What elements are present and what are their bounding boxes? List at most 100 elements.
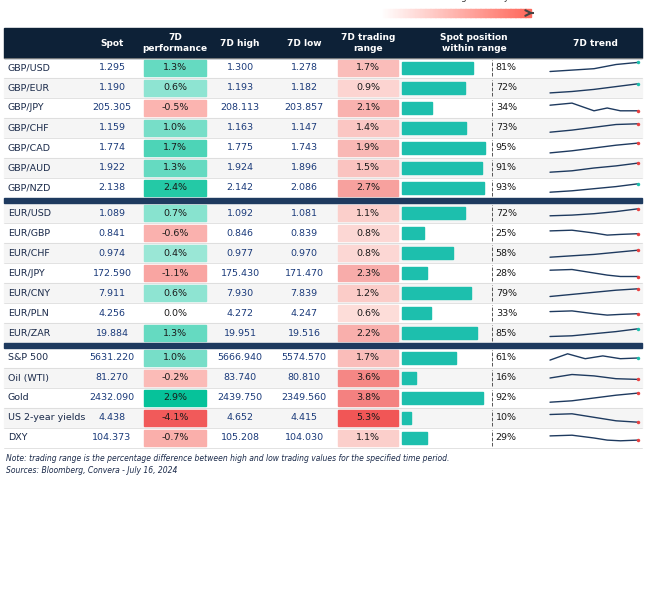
Bar <box>4 408 642 428</box>
Bar <box>338 390 398 406</box>
Text: 95%: 95% <box>496 144 517 153</box>
Bar <box>144 370 206 386</box>
Bar <box>338 350 398 366</box>
Bar <box>500 9 503 17</box>
Text: 1.7%: 1.7% <box>356 353 380 362</box>
Text: EUR/PLN: EUR/PLN <box>8 308 49 318</box>
Text: EUR/CNY: EUR/CNY <box>8 288 50 298</box>
Text: 25%: 25% <box>496 228 517 238</box>
Text: 0.6%: 0.6% <box>163 288 187 298</box>
Bar <box>460 9 463 17</box>
Text: 58%: 58% <box>496 248 517 258</box>
Bar <box>402 122 466 133</box>
Text: S&P 500: S&P 500 <box>8 353 48 362</box>
Text: 1.182: 1.182 <box>291 84 317 93</box>
Text: 7D high: 7D high <box>220 39 260 47</box>
Bar <box>455 9 458 17</box>
Bar <box>428 9 430 17</box>
Text: -4.1%: -4.1% <box>161 413 188 422</box>
Text: EUR/CHF: EUR/CHF <box>8 248 50 258</box>
Text: 0.846: 0.846 <box>226 228 254 238</box>
Bar <box>144 390 206 406</box>
Bar <box>402 267 426 279</box>
Bar <box>525 9 528 17</box>
Bar <box>393 9 395 17</box>
Text: 28%: 28% <box>496 268 517 278</box>
Text: GBP/CAD: GBP/CAD <box>8 144 51 153</box>
Text: 1.295: 1.295 <box>99 64 125 73</box>
Text: 1.896: 1.896 <box>291 164 317 173</box>
Bar <box>402 102 432 113</box>
Text: 61%: 61% <box>496 353 517 362</box>
Text: GBP/NZD: GBP/NZD <box>8 184 51 193</box>
Bar <box>338 100 398 116</box>
Text: 80.810: 80.810 <box>287 373 320 382</box>
Text: 5574.570: 5574.570 <box>281 353 326 362</box>
Bar <box>422 9 426 17</box>
Text: 3.8%: 3.8% <box>356 393 380 402</box>
Bar <box>528 9 530 17</box>
Text: 73%: 73% <box>496 124 517 133</box>
Text: Spot position
within range: Spot position within range <box>440 33 508 53</box>
Text: 19.516: 19.516 <box>287 328 320 338</box>
Text: 1.278: 1.278 <box>291 64 317 73</box>
Text: DXY: DXY <box>8 433 27 442</box>
Text: 1.3%: 1.3% <box>163 64 187 73</box>
Bar <box>402 307 431 319</box>
Bar <box>482 9 486 17</box>
Bar <box>402 433 428 444</box>
Text: 1.092: 1.092 <box>226 208 254 218</box>
Bar <box>413 9 415 17</box>
Bar <box>473 9 476 17</box>
Text: 0.977: 0.977 <box>226 248 254 258</box>
Bar <box>402 227 424 239</box>
Bar <box>435 9 438 17</box>
Bar <box>4 388 642 408</box>
Text: GBP/USD: GBP/USD <box>8 64 51 73</box>
Bar <box>144 120 206 136</box>
Text: 0.8%: 0.8% <box>356 248 380 258</box>
Text: 29%: 29% <box>496 433 517 442</box>
Bar <box>402 247 453 259</box>
Text: 1.300: 1.300 <box>226 64 254 73</box>
Text: 5631.220: 5631.220 <box>90 353 135 362</box>
Text: 0.6%: 0.6% <box>163 84 187 93</box>
Bar <box>4 98 642 118</box>
Bar <box>338 285 398 301</box>
Bar <box>4 78 642 98</box>
Bar <box>4 198 642 203</box>
Text: Oil (WTI): Oil (WTI) <box>8 373 49 382</box>
Text: 2.1%: 2.1% <box>356 104 380 113</box>
Bar <box>402 162 482 173</box>
Bar <box>395 9 398 17</box>
Bar <box>338 370 398 386</box>
Text: -0.6%: -0.6% <box>161 228 188 238</box>
Text: 81%: 81% <box>496 64 517 73</box>
Bar <box>4 28 642 58</box>
Bar <box>144 205 206 221</box>
Text: 1.190: 1.190 <box>99 84 125 93</box>
Text: 16%: 16% <box>496 373 517 382</box>
Bar <box>432 9 436 17</box>
Text: 91%: 91% <box>496 164 517 173</box>
Bar <box>402 413 411 424</box>
Bar <box>502 9 506 17</box>
Text: 72%: 72% <box>496 84 517 93</box>
Text: 1.4%: 1.4% <box>356 124 380 133</box>
Text: 10%: 10% <box>496 413 517 422</box>
Bar <box>398 9 400 17</box>
Text: 7D
performance: 7D performance <box>142 33 207 53</box>
Bar <box>440 9 443 17</box>
Bar <box>338 325 398 341</box>
Text: 104.030: 104.030 <box>285 433 324 442</box>
Bar <box>144 410 206 426</box>
Bar <box>402 182 484 193</box>
Text: 1.7%: 1.7% <box>163 144 187 153</box>
Bar <box>490 9 493 17</box>
Text: EUR/JPY: EUR/JPY <box>8 268 45 278</box>
Text: 81.270: 81.270 <box>96 373 129 382</box>
Bar <box>523 9 525 17</box>
Text: GBP/CHF: GBP/CHF <box>8 124 49 133</box>
Bar <box>144 225 206 241</box>
Text: 203.857: 203.857 <box>285 104 324 113</box>
